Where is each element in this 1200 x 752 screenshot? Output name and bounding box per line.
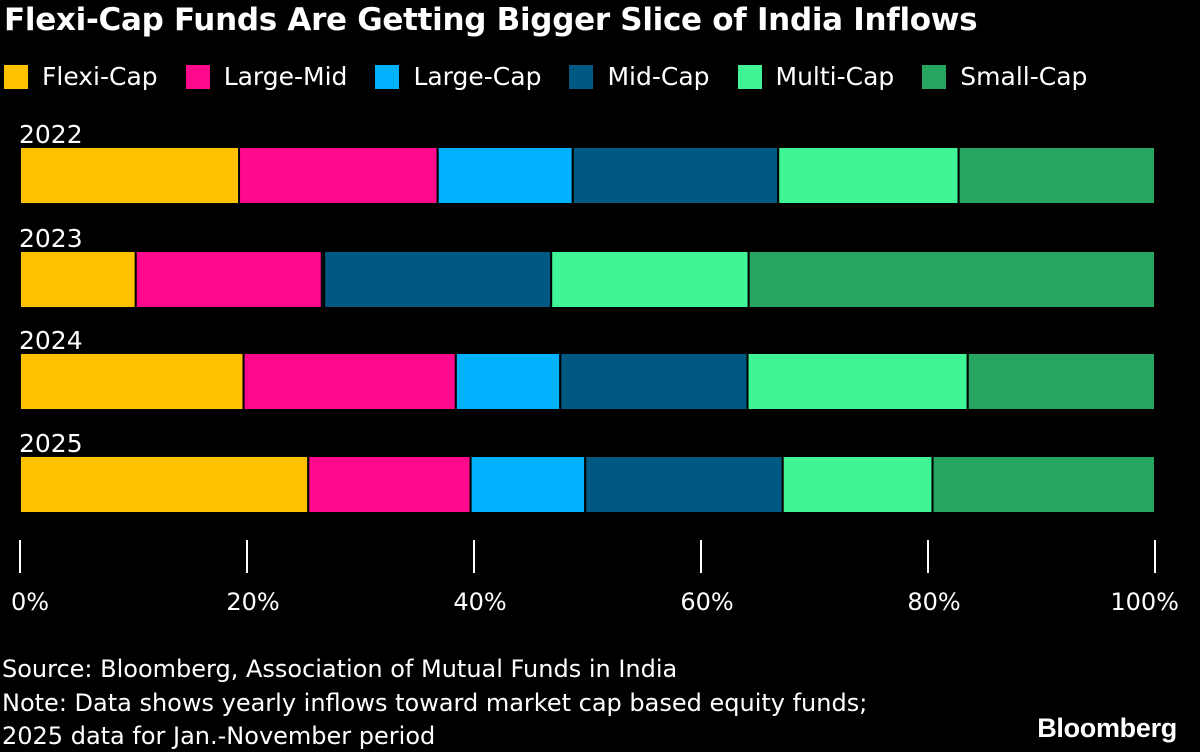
bar-segment-2023-mid-cap [323,250,553,309]
legend-label: Mid-Cap [607,62,710,91]
legend-item-large-mid: Large-Mid [185,62,348,91]
bar-segment-2022-multi-cap [777,146,960,205]
bloomberg-logo: Bloomberg [1037,713,1177,743]
category-label-2024: 2024 [19,326,83,355]
bar-segment-2024-large-mid [242,352,457,411]
stacked-bar-chart: 2022 2023 2024 2025 0% 20% 40% 60% 80% 100% [11,120,1179,616]
chart-title: Flexi-Cap Funds Are Getting Bigger Slice… [4,2,978,38]
bar-segment-2022-flexi-cap [19,146,241,205]
bar-segment-2024-mid-cap [559,352,749,411]
x-tick-label: 80% [907,588,960,616]
legend-label: Large-Cap [413,62,542,91]
source-note: Source: Bloomberg, Association of Mutual… [2,655,678,683]
legend-item-small-cap: Small-Cap [922,62,1087,91]
legend-label: Large-Mid [223,62,348,91]
legend-swatch [375,64,400,89]
x-tick-label: 40% [453,588,506,616]
legend-item-flexi-cap: Flexi-Cap [4,62,158,91]
x-tick-label: 0% [11,588,49,616]
bar-segment-2024-flexi-cap [19,352,245,411]
bar-segment-2025-large-mid [307,455,472,514]
bar-segment-2023-small-cap [747,250,1156,309]
legend-swatch [4,64,28,89]
bar-segment-2024-small-cap [966,352,1156,411]
category-label-2025: 2025 [19,429,83,458]
legend-swatch [737,64,762,89]
category-label-2022: 2022 [19,120,83,149]
chart-legend: Flexi-Cap Large-Mid Large-Cap Mid-Cap Multi-… [4,62,1115,91]
bar-segment-2025-multi-cap [781,455,934,514]
x-tick-label: 100% [1110,588,1179,616]
category-label-2023: 2023 [19,224,83,253]
legend-item-multi-cap: Multi-Cap [737,62,895,91]
x-tick-label: 20% [226,588,279,616]
footnote-line-2: 2025 data for Jan.-November period [2,722,436,750]
legend-item-mid-cap: Mid-Cap [569,62,710,91]
bar-segment-2023-flexi-cap [19,250,137,309]
bar-segment-2024-multi-cap [746,352,969,411]
bar-segment-2024-large-cap [454,352,562,411]
x-tick-label: 60% [680,588,733,616]
bar-segment-2022-large-cap [436,146,574,205]
legend-label: Small-Cap [960,62,1088,91]
bar-segment-2025-flexi-cap [19,455,310,514]
bar-segment-2022-mid-cap [571,146,780,205]
bar-segment-2023-large-mid [134,250,323,309]
legend-swatch [185,64,210,89]
bar-segment-2025-small-cap [931,455,1156,514]
legend-label: Flexi-Cap [42,62,158,91]
footnote-line-1: Note: Data shows yearly inflows toward m… [2,689,868,717]
bar-segment-2023-multi-cap [550,250,750,309]
legend-swatch [569,64,594,89]
bar-segment-2022-large-mid [238,146,439,205]
legend-label: Multi-Cap [775,62,895,91]
bar-segment-2025-large-cap [469,455,587,514]
bar-segment-2022-small-cap [957,146,1157,205]
legend-swatch [922,64,947,89]
bar-segment-2025-mid-cap [584,455,784,514]
legend-item-large-cap: Large-Cap [375,62,541,91]
